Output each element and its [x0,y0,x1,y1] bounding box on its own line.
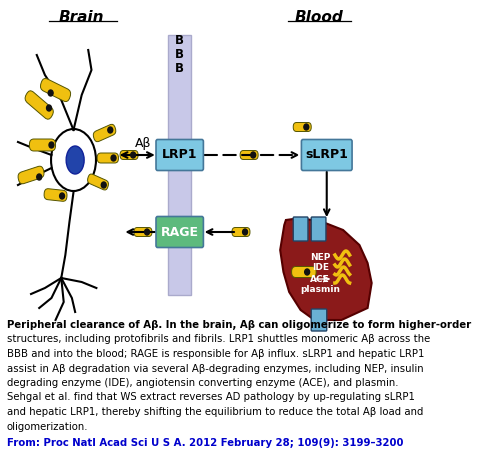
Circle shape [111,155,116,161]
Text: sLRP1: sLRP1 [305,149,348,161]
FancyBboxPatch shape [156,140,203,170]
Ellipse shape [51,129,96,191]
FancyBboxPatch shape [120,151,138,160]
FancyBboxPatch shape [301,140,352,170]
FancyBboxPatch shape [25,91,54,119]
FancyBboxPatch shape [97,153,118,163]
FancyBboxPatch shape [29,139,55,151]
Bar [168,35,191,295]
Text: oligomerization.: oligomerization. [6,421,88,431]
Ellipse shape [66,146,84,174]
FancyBboxPatch shape [44,189,67,201]
Circle shape [49,142,54,148]
Circle shape [131,152,136,158]
Circle shape [108,127,113,133]
Circle shape [305,269,310,275]
FancyBboxPatch shape [87,174,109,190]
FancyBboxPatch shape [134,228,152,236]
Text: LRP1: LRP1 [162,149,197,161]
FancyBboxPatch shape [232,228,250,236]
FancyBboxPatch shape [156,217,203,247]
Text: Sehgal et al. find that WS extract reverses AD pathology by up-regulating sLRP1: Sehgal et al. find that WS extract rever… [6,393,414,403]
Text: plasmin: plasmin [300,286,340,295]
FancyBboxPatch shape [93,124,116,142]
FancyBboxPatch shape [240,151,258,160]
Circle shape [243,229,247,235]
Circle shape [37,174,42,180]
Text: B
B
B: B B B [175,34,184,76]
FancyBboxPatch shape [18,166,44,184]
Text: IDE: IDE [312,263,328,272]
Text: assist in Aβ degradation via several Aβ-degrading enzymes, including NEP, insuli: assist in Aβ degradation via several Aβ-… [6,363,423,373]
Text: degrading enzyme (IDE), angiotensin converting enzyme (ACE), and plasmin.: degrading enzyme (IDE), angiotensin conv… [6,378,398,388]
Text: From: Proc Natl Acad Sci U S A. 2012 February 28; 109(9): 3199–3200: From: Proc Natl Acad Sci U S A. 2012 Feb… [6,438,403,448]
Text: Brain: Brain [59,9,105,25]
Text: structures, including protofibrils and fibrils. LRP1 shuttles monomeric Aβ acros: structures, including protofibrils and f… [6,335,430,345]
Text: Aβ: Aβ [135,136,151,150]
Circle shape [144,229,149,235]
Text: NEP: NEP [310,253,330,261]
Text: BBB and into the blood; RAGE is responsible for Aβ influx. sLRP1 and hepatic LRP: BBB and into the blood; RAGE is responsi… [6,349,424,359]
Circle shape [101,182,106,188]
Text: and hepatic LRP1, thereby shifting the equilibrium to reduce the total Aβ load a: and hepatic LRP1, thereby shifting the e… [6,407,423,417]
Circle shape [48,90,53,96]
Circle shape [251,152,256,158]
FancyBboxPatch shape [40,78,71,101]
Circle shape [304,124,309,130]
FancyBboxPatch shape [293,217,308,241]
FancyBboxPatch shape [293,123,311,132]
Text: Blood: Blood [294,9,343,25]
Circle shape [47,105,52,111]
Text: ACE: ACE [310,275,330,284]
FancyBboxPatch shape [292,267,316,278]
FancyBboxPatch shape [311,217,326,241]
Text: Peripheral clearance of Aβ. In the brain, Aβ can oligomerize to form higher-orde: Peripheral clearance of Aβ. In the brain… [6,320,471,330]
Text: RAGE: RAGE [161,226,199,238]
Polygon shape [280,218,372,320]
FancyBboxPatch shape [311,309,327,331]
Circle shape [59,193,64,199]
